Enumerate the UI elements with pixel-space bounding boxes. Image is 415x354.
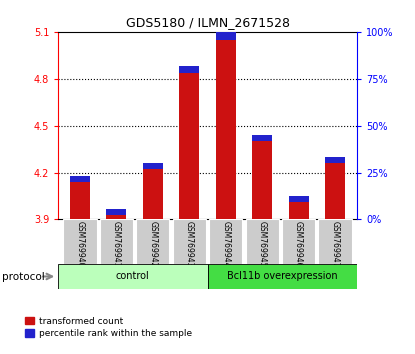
Bar bbox=[252, 141, 272, 219]
Bar bbox=[106, 215, 127, 219]
Text: GSM769945: GSM769945 bbox=[258, 221, 267, 268]
Bar bbox=[143, 163, 163, 170]
Text: GSM769941: GSM769941 bbox=[112, 221, 121, 268]
Bar bbox=[63, 219, 97, 264]
Bar bbox=[70, 182, 90, 219]
Bar bbox=[246, 219, 279, 264]
Bar bbox=[70, 176, 90, 182]
Bar bbox=[325, 163, 345, 219]
Bar bbox=[179, 66, 199, 73]
Text: GSM769947: GSM769947 bbox=[330, 221, 339, 268]
Bar bbox=[216, 40, 236, 219]
Bar bbox=[288, 196, 309, 202]
Legend: transformed count, percentile rank within the sample: transformed count, percentile rank withi… bbox=[25, 316, 192, 338]
Title: GDS5180 / ILMN_2671528: GDS5180 / ILMN_2671528 bbox=[125, 16, 290, 29]
Bar bbox=[179, 73, 199, 219]
Bar bbox=[288, 202, 309, 219]
Bar bbox=[208, 264, 357, 289]
Bar bbox=[106, 209, 127, 215]
Text: protocol: protocol bbox=[2, 272, 45, 282]
Bar bbox=[58, 264, 208, 289]
Bar bbox=[100, 219, 133, 264]
Bar bbox=[216, 32, 236, 40]
Bar bbox=[209, 219, 242, 264]
Text: Bcl11b overexpression: Bcl11b overexpression bbox=[227, 272, 337, 281]
Text: GSM769942: GSM769942 bbox=[148, 221, 157, 268]
Bar bbox=[136, 219, 169, 264]
Text: GSM769944: GSM769944 bbox=[221, 221, 230, 268]
Bar bbox=[143, 170, 163, 219]
Text: GSM769940: GSM769940 bbox=[76, 221, 85, 268]
Text: GSM769943: GSM769943 bbox=[185, 221, 194, 268]
Bar bbox=[325, 157, 345, 163]
Bar bbox=[173, 219, 206, 264]
Text: control: control bbox=[116, 272, 150, 281]
Bar bbox=[282, 219, 315, 264]
Bar bbox=[252, 135, 272, 141]
Bar bbox=[318, 219, 352, 264]
Text: GSM769946: GSM769946 bbox=[294, 221, 303, 268]
